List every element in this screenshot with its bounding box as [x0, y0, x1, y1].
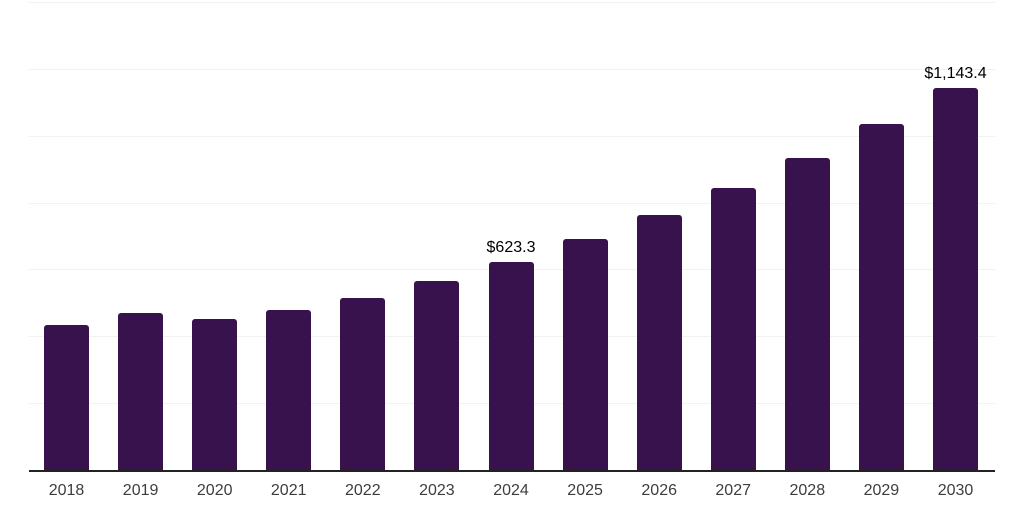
bar-2028 — [784, 158, 830, 470]
x-tick-2022: 2022 — [345, 482, 381, 499]
gridline-1200 — [29, 68, 995, 70]
x-tick-2030: 2030 — [937, 482, 974, 499]
x-tick-2024: 2024 — [493, 482, 529, 499]
bar-2024 — [488, 261, 534, 470]
bar-2025 — [562, 239, 608, 470]
gridline-800 — [29, 202, 995, 204]
bar-2029 — [858, 124, 904, 470]
x-tick-2025: 2025 — [567, 482, 603, 499]
data-label-2030: $1,143.4 — [924, 64, 987, 82]
x-tick-2028: 2028 — [789, 482, 826, 499]
x-tick-2019: 2019 — [122, 482, 159, 499]
data-label-2024: $623.3 — [486, 238, 536, 256]
bar-2022 — [340, 297, 386, 470]
x-tick-2021: 2021 — [270, 482, 307, 499]
gridline-1400 — [29, 2, 995, 3]
bar-2018 — [44, 325, 89, 470]
gridline-1000 — [29, 135, 995, 137]
bar-2026 — [636, 214, 682, 470]
x-tick-2020: 2020 — [196, 482, 233, 499]
bar-2019 — [118, 312, 164, 470]
x-tick-2018: 2018 — [48, 482, 85, 499]
x-tick-2023: 2023 — [419, 482, 455, 499]
bar-2020 — [192, 318, 238, 470]
bar-2023 — [414, 281, 460, 470]
x-tick-2026: 2026 — [641, 482, 677, 499]
x-axis-line — [29, 470, 995, 472]
bar-2030 — [933, 87, 978, 470]
bar-2021 — [266, 309, 312, 470]
bar-2027 — [710, 187, 756, 470]
x-tick-2029: 2029 — [863, 482, 900, 499]
x-tick-2027: 2027 — [715, 482, 751, 499]
